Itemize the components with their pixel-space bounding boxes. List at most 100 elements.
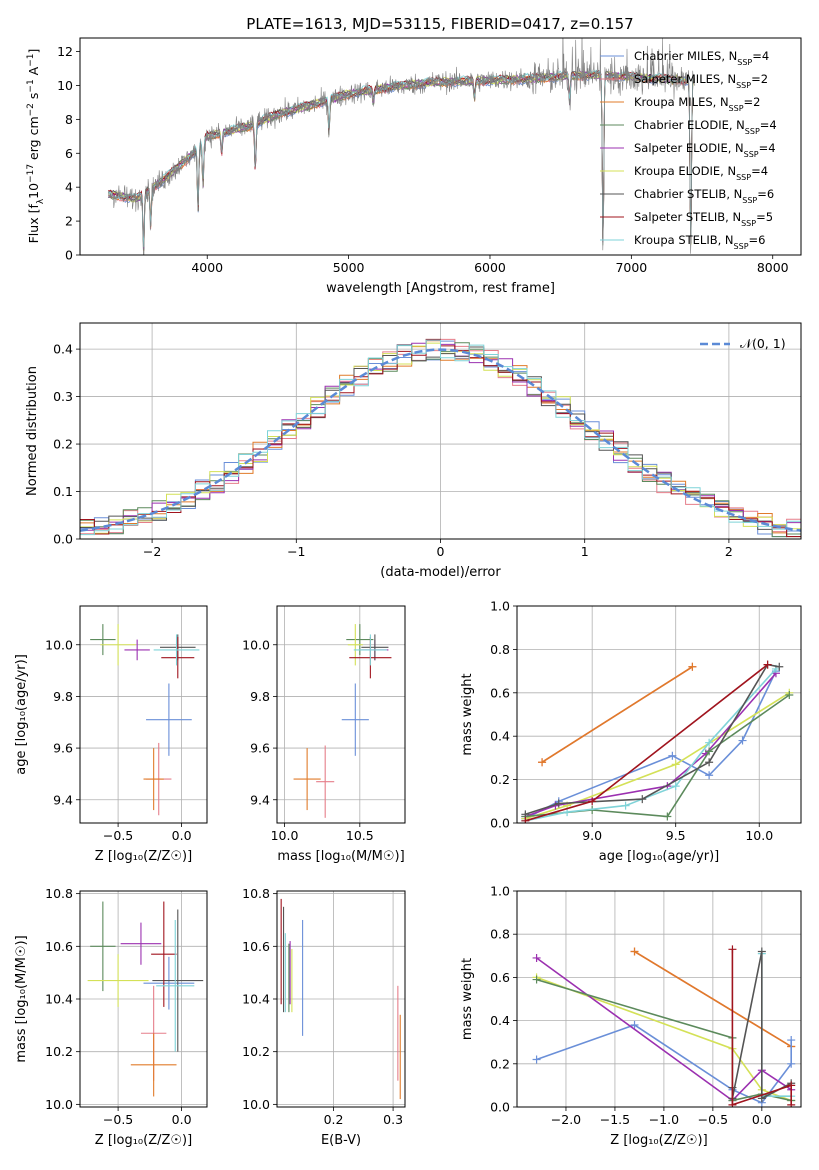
y-tick-label: 10 xyxy=(57,78,73,93)
legend-label: Kroupa STELIB, NSSP=6 xyxy=(634,233,765,251)
y-tick-label: 0.0 xyxy=(490,816,510,831)
mass-weight-line xyxy=(634,950,792,1048)
plot-area xyxy=(107,38,696,255)
y-tick-label: 0.2 xyxy=(490,772,510,787)
x-axis-label: Z [log₁₀(Z/Z☉)] xyxy=(610,1133,707,1148)
data-point-marker xyxy=(588,797,597,806)
y-tick-label: 0.4 xyxy=(490,1013,510,1028)
data-point-marker xyxy=(728,1100,737,1107)
x-tick-label: 9.0 xyxy=(582,828,602,843)
y-tick-label: 0.6 xyxy=(490,970,510,985)
y-tick-label: 10.8 xyxy=(242,886,270,901)
y-tick-label: 9.8 xyxy=(53,689,73,704)
x-tick-label: 10.0 xyxy=(271,828,299,843)
y-axis-label: Normed distribution xyxy=(25,366,40,496)
y-tick-label: 6 xyxy=(65,146,73,161)
observed-spectrum-line xyxy=(108,38,696,255)
axes-frame xyxy=(516,605,802,824)
y-tick-label: 0.0 xyxy=(53,532,73,547)
mass-weight-line xyxy=(731,949,792,1106)
x-tick-label: 1 xyxy=(581,544,589,559)
data-point-marker xyxy=(532,975,541,984)
x-tick-label: −2 xyxy=(143,544,161,559)
y-tick-label: 10.0 xyxy=(45,637,73,652)
y-tick-label: 9.4 xyxy=(53,792,73,807)
x-tick-label: 10.5 xyxy=(346,828,374,843)
y-tick-label: 0.4 xyxy=(490,729,510,744)
axes-frame xyxy=(79,890,208,1108)
y-tick-label: 10.4 xyxy=(45,992,73,1007)
figure-title: PLATE=1613, MJD=53115, FIBERID=0417, z=0… xyxy=(246,15,633,33)
y-tick-label: 9.6 xyxy=(53,741,73,756)
y-tick-label: 10.0 xyxy=(242,637,270,652)
plot-area xyxy=(80,338,801,538)
axes-frame xyxy=(516,890,802,1108)
x-axis-label: Z [log₁₀(Z/Z☉)] xyxy=(95,1133,192,1148)
y-tick-label: 0.8 xyxy=(490,642,510,657)
legend-label: Salpeter MILES, NSSP=2 xyxy=(634,72,768,90)
y-tick-label: 4 xyxy=(65,180,73,195)
age-vs-mass-panel: 10.0 10.5 9.4 9.6 9.8 10.0 mass [log₁₀(M/M☉)] xyxy=(242,605,406,864)
y-tick-label: 9.8 xyxy=(250,689,270,704)
axes-frame xyxy=(276,605,406,824)
y-axis-label: mass weight xyxy=(460,673,475,755)
y-axis-label: mass [log₁₀(M/M☉)] xyxy=(14,935,29,1062)
data-point-marker xyxy=(787,1036,796,1045)
data-point-marker xyxy=(532,953,541,962)
x-axis-label: E(B-V) xyxy=(321,1133,361,1148)
residuals-panel: −2 −1 0 1 2 0.0 0.1 0.2 0.3 0.4 (data-model)/error… xyxy=(25,322,802,580)
data-point-marker xyxy=(563,808,572,817)
mass-weight-vs-age-panel: 9.0 9.5 10.0 0.0 0.2 0.4 0.6 0.8 1.0 age [log₁₀(a… xyxy=(460,599,802,864)
legend-label: Chabrier ELODIE, NSSP=4 xyxy=(634,118,777,136)
plot-area xyxy=(293,624,392,818)
x-axis-label: wavelength [Angstrom, rest frame] xyxy=(326,281,555,296)
y-axis-label: Flux [fλ10−17 erg cm−2 s−1 A−1] xyxy=(26,49,46,244)
y-tick-label: 9.4 xyxy=(250,792,270,807)
data-point-marker xyxy=(630,1020,639,1029)
data-point-marker xyxy=(728,945,737,954)
y-tick-label: 0.3 xyxy=(53,389,73,404)
data-point-marker xyxy=(705,738,714,747)
legend: Chabrier MILES, NSSP=4 Salpeter MILES, NS… xyxy=(600,49,777,251)
y-tick-label: 10.2 xyxy=(242,1044,270,1059)
x-tick-label: 2 xyxy=(725,544,733,559)
y-tick-label: 8 xyxy=(65,112,73,127)
y-tick-label: 12 xyxy=(57,44,73,59)
x-tick-label: 0.2 xyxy=(324,1112,344,1127)
mass-vs-metallicity-panel: −0.5 0.0 10.0 10.2 10.4 10.6 10.8 Z [log₁₀(Z/Z☉… xyxy=(14,886,208,1148)
data-point-marker xyxy=(738,736,747,745)
x-tick-label: −0.5 xyxy=(103,1112,133,1127)
x-tick-label: 4000 xyxy=(191,260,223,275)
data-point-marker xyxy=(787,1081,796,1090)
y-tick-label: 10.4 xyxy=(242,992,270,1007)
y-tick-label: 0.0 xyxy=(490,1100,510,1115)
y-tick-label: 10.0 xyxy=(242,1097,270,1112)
x-tick-label: 8000 xyxy=(757,260,789,275)
x-axis-label: (data-model)/error xyxy=(380,565,501,580)
data-point-marker xyxy=(705,758,714,767)
legend-label: Salpeter STELIB, NSSP=5 xyxy=(634,210,773,228)
legend-label: Chabrier MILES, NSSP=4 xyxy=(634,49,769,67)
data-point-marker xyxy=(785,690,794,699)
x-tick-label: 5000 xyxy=(333,260,365,275)
data-point-marker xyxy=(638,795,647,804)
x-tick-label: −1.0 xyxy=(649,1112,679,1127)
y-tick-label: 1.0 xyxy=(490,599,510,614)
y-tick-label: 10.2 xyxy=(45,1044,73,1059)
plot-area xyxy=(532,945,796,1107)
data-point-marker xyxy=(630,947,639,956)
data-point-marker xyxy=(787,1059,796,1068)
y-tick-label: 10.6 xyxy=(45,939,73,954)
axes-frame xyxy=(276,890,406,1108)
y-tick-label: 9.6 xyxy=(250,741,270,756)
data-point-marker xyxy=(705,747,714,756)
data-point-marker xyxy=(521,816,530,823)
x-tick-label: −0.5 xyxy=(103,828,133,843)
y-tick-label: 0 xyxy=(65,248,73,263)
data-point-marker xyxy=(554,799,563,808)
y-tick-label: 10.8 xyxy=(45,886,73,901)
y-axis-label: mass weight xyxy=(460,958,475,1040)
y-tick-label: 10.0 xyxy=(45,1097,73,1112)
mass-weight-line xyxy=(536,976,792,1102)
